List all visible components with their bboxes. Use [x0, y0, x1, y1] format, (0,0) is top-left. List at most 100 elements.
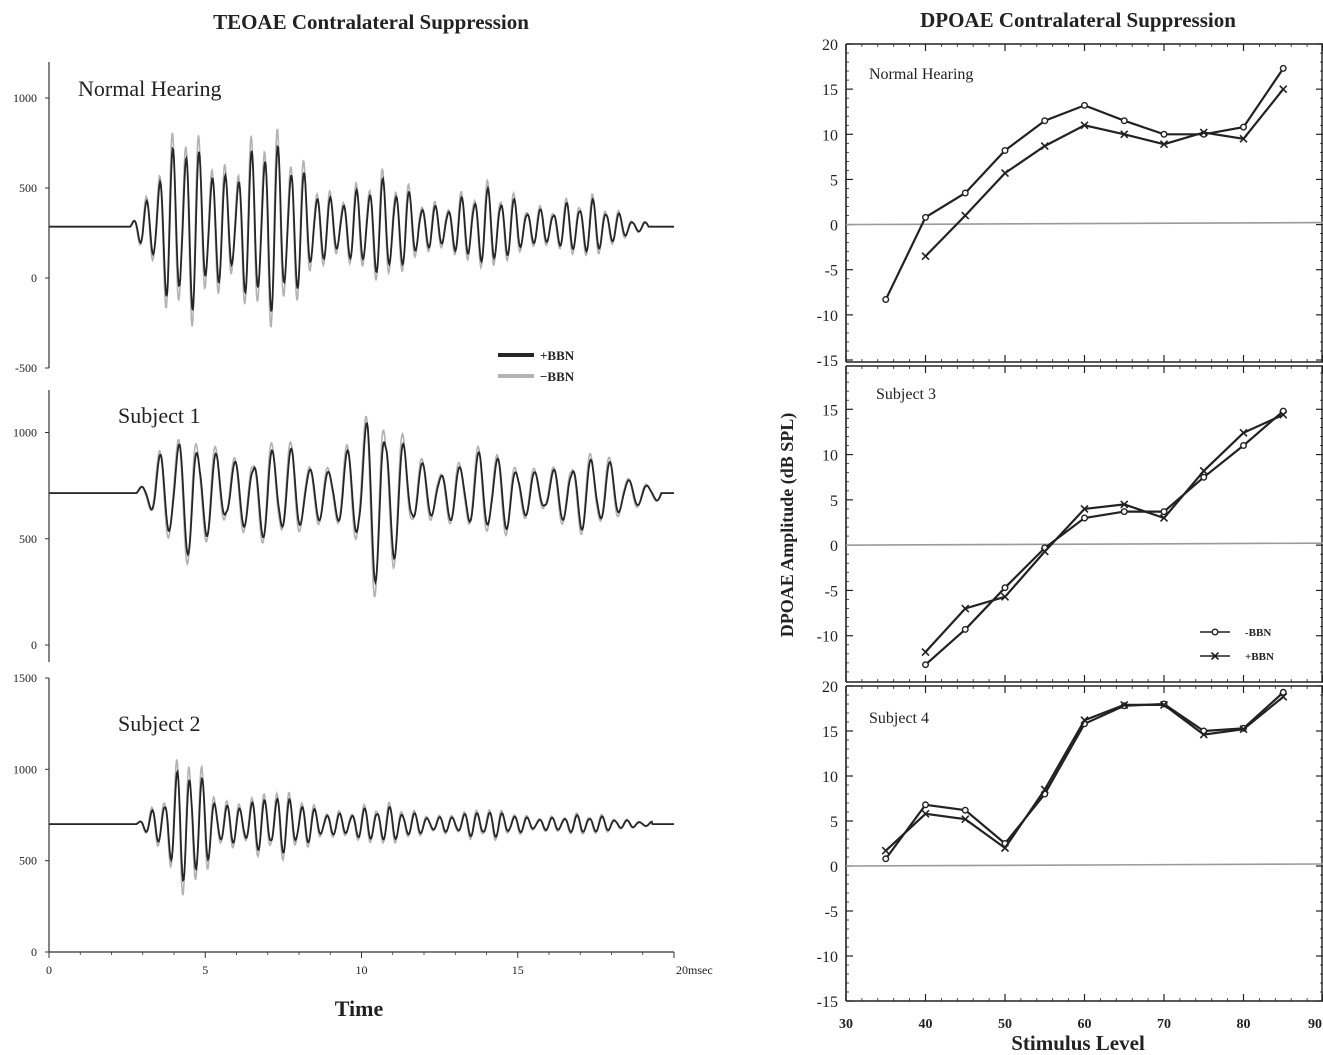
dpoae-point-plus-bbn	[1239, 134, 1248, 143]
dpoae-point-plus-bbn	[1080, 716, 1089, 725]
teoae-wave-plus-bbn	[49, 144, 674, 312]
teoae-y-tick-label: 1500	[13, 671, 37, 685]
dpoae-point-minus-bbn	[1279, 64, 1287, 72]
teoae-panel-label: Normal Hearing	[78, 76, 222, 101]
dpoae-y-tick-label: -10	[817, 629, 838, 646]
dpoae-point-minus-bbn	[1080, 101, 1088, 109]
dpoae-point-plus-bbn	[961, 815, 970, 824]
dpoae-y-tick-label: -10	[817, 949, 838, 966]
teoae-wave-plus-bbn	[49, 422, 674, 586]
dpoae-y-tick-label: -15	[817, 353, 838, 370]
dpoae-point-plus-bbn-stroke	[1080, 121, 1089, 130]
dpoae-legend-label: +BBN	[1245, 651, 1274, 663]
dpoae-legend-label: -BBN	[1245, 627, 1271, 639]
dpoae-point-plus-bbn	[1239, 725, 1248, 734]
dpoae-point-plus-bbn	[1199, 128, 1208, 137]
teoae-y-tick-label: 1000	[13, 426, 37, 440]
dpoae-point-minus-bbn	[1120, 117, 1128, 125]
teoae-y-tick-label: 0	[31, 271, 37, 285]
dpoae-y-tick-label: -15	[817, 994, 838, 1011]
dpoae-y-tick-label: 10	[822, 448, 838, 465]
dpoae-point-plus-bbn-stroke	[921, 647, 930, 657]
teoae-y-tick-label: 0	[31, 945, 37, 959]
dpoae-point-minus-bbn	[1160, 130, 1168, 138]
dpoae-point-minus-bbn	[961, 625, 969, 633]
dpoae-point-plus-bbn	[1080, 504, 1089, 513]
dpoae-x-tick-label: 30	[839, 1017, 853, 1032]
teoae-y-tick-label: 1000	[13, 762, 37, 776]
dpoae-y-tick-label: 5	[830, 172, 838, 189]
dpoae-y-tick-label: 5	[830, 493, 838, 510]
dpoae-y-axis-label: DPOAE Amplitude (dB SPL)	[777, 413, 798, 638]
dpoae-point-plus-bbn-stroke	[1159, 513, 1169, 523]
dpoae-point-plus-bbn-stroke	[1120, 130, 1129, 139]
dpoae-point-plus-bbn	[1120, 700, 1129, 709]
dpoae-y-tick-label: -5	[825, 583, 838, 600]
dpoae-zero-line	[845, 542, 1323, 546]
dpoae-panel-label: Subject 3	[876, 386, 936, 403]
dpoae-point-plus-bbn	[1239, 428, 1248, 437]
dpoae-x-tick-label: 70	[1157, 1017, 1171, 1032]
dpoae-point-minus-bbn	[1239, 123, 1247, 131]
dpoae-point-plus-bbn	[1159, 140, 1169, 149]
dpoae-point-minus-bbn	[961, 806, 969, 814]
dpoae-series-minus-bbn-line	[884, 691, 1285, 860]
dpoae-point-plus-bbn-stroke	[1040, 141, 1049, 151]
dpoae-point-plus-bbn	[1279, 410, 1288, 419]
dpoae-point-plus-bbn-stroke	[1040, 785, 1049, 794]
dpoae-point-plus-bbn-stroke	[1279, 410, 1288, 419]
dpoae-point-minus-bbn	[1001, 584, 1009, 592]
dpoae-panel-label: Subject 4	[869, 710, 929, 727]
teoae-y-tick-label: 500	[19, 532, 37, 546]
dpoae-point-plus-bbn-stroke	[921, 252, 930, 261]
dpoae-point-plus-bbn	[921, 647, 930, 657]
dpoae-legend-marker-x	[1210, 651, 1220, 661]
dpoae-point-minus-bbn	[1239, 442, 1247, 450]
dpoae-zero-line	[845, 863, 1323, 867]
dpoae-y-tick-label: 15	[822, 82, 838, 99]
teoae-y-tick-label: 500	[19, 854, 37, 868]
dpoae-point-plus-bbn-stroke	[1279, 692, 1288, 701]
dpoae-point-plus-bbn-stroke	[1120, 500, 1129, 509]
teoae-x-tick-label: 10	[356, 963, 368, 977]
dpoae-point-plus-bbn	[1199, 466, 1208, 475]
teoae-x-tick-label: 20msec	[676, 963, 713, 977]
dpoae-x-tick-label: 40	[919, 1017, 933, 1032]
dpoae-point-plus-bbn-stroke	[961, 604, 970, 613]
dpoae-y-tick-label: 0	[830, 859, 838, 876]
teoae-x-tick-label: 5	[202, 963, 208, 977]
dpoae-point-plus-bbn	[881, 846, 890, 855]
dpoae-point-plus-bbn	[1279, 692, 1288, 701]
dpoae-point-plus-bbn-stroke	[1239, 725, 1248, 734]
dpoae-y-tick-label: 5	[830, 814, 838, 831]
dpoae-point-plus-bbn-stroke	[1159, 140, 1169, 149]
dpoae-point-plus-bbn-stroke	[961, 211, 970, 220]
dpoae-point-plus-bbn-stroke	[1040, 547, 1049, 556]
dpoae-y-tick-label: -5	[825, 904, 838, 921]
dpoae-x-tick-label: 90	[1308, 1017, 1322, 1032]
dpoae-zero-line	[845, 221, 1323, 226]
teoae-panel-label: Subject 2	[118, 711, 201, 736]
dpoae-point-plus-bbn	[1000, 592, 1010, 601]
dpoae-y-tick-label: 15	[822, 402, 838, 419]
dpoae-point-minus-bbn	[882, 855, 890, 863]
dpoae-point-plus-bbn	[1080, 121, 1089, 130]
teoae-legend-label: +BBN	[540, 348, 575, 363]
teoae-y-tick-label: 0	[31, 638, 37, 652]
dpoae-point-plus-bbn-stroke	[1199, 466, 1208, 475]
dpoae-y-tick-label: 15	[822, 724, 838, 741]
dpoae-point-plus-bbn-stroke	[1000, 843, 1010, 853]
teoae-wave-minus-bbn	[49, 415, 674, 598]
dpoae-point-plus-bbn	[921, 252, 930, 261]
dpoae-point-plus-bbn-stroke	[961, 815, 970, 824]
dpoae-point-plus-bbn	[961, 211, 970, 220]
dpoae-point-plus-bbn	[1040, 785, 1049, 794]
dpoae-point-plus-bbn	[1120, 130, 1129, 139]
dpoae-point-plus-bbn	[1040, 547, 1049, 556]
dpoae-point-minus-bbn	[1279, 688, 1287, 696]
dpoae-y-tick-label: -5	[825, 263, 838, 280]
dpoae-point-plus-bbn-stroke	[1239, 134, 1248, 143]
dpoae-point-plus-bbn	[1159, 513, 1169, 523]
